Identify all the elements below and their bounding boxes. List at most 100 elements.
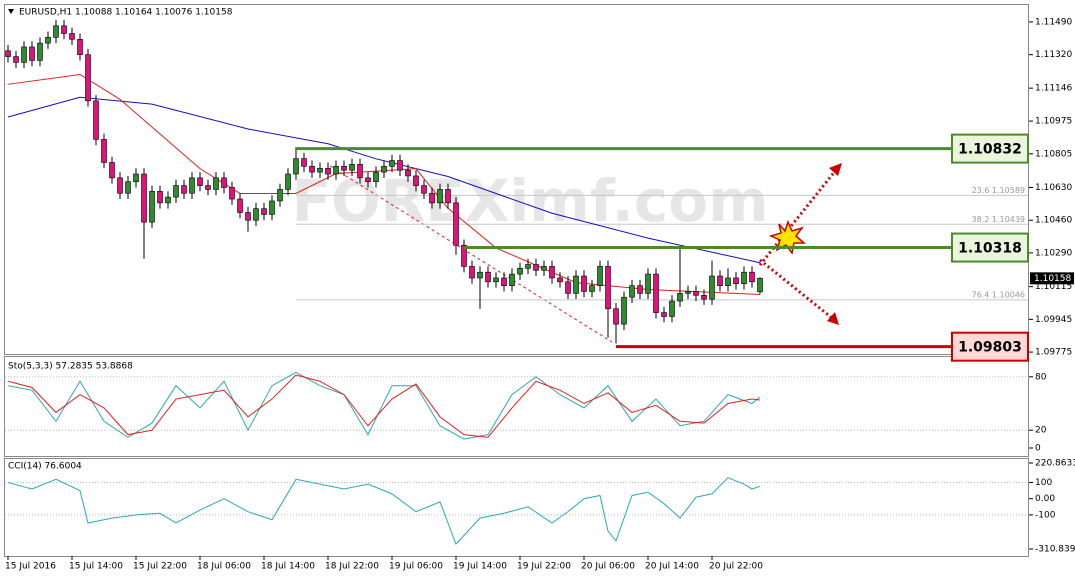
- y-tick-label: 1.11320: [1035, 50, 1072, 60]
- candle-body: [445, 189, 451, 204]
- y-tick-label: 1.10630: [1035, 183, 1072, 193]
- candle-body: [613, 308, 619, 325]
- candle-body: [93, 100, 99, 140]
- candle-body: [517, 268, 523, 275]
- candle-body: [53, 25, 59, 38]
- candle-body: [237, 198, 243, 213]
- x-tick-label: 19 Jul 14:00: [453, 562, 507, 572]
- fib-label: 76.4 1.10046: [972, 290, 1025, 299]
- stoch-panel: [4, 356, 1029, 457]
- up-arrow: [758, 169, 838, 266]
- x-tick-label: 18 Jul 22:00: [325, 562, 379, 572]
- candle-body: [125, 181, 131, 194]
- y-tick-label: 0: [1035, 444, 1041, 454]
- candle-body: [213, 177, 219, 190]
- candle-body: [101, 139, 107, 163]
- candle-body: [13, 56, 19, 63]
- y-tick-label: 1.10975: [1035, 117, 1072, 127]
- down-arrowhead: [827, 312, 839, 325]
- indicator-title: CCI(14) 76.6004: [8, 462, 82, 472]
- x-tick-label: 15 Jul 2016: [5, 562, 56, 572]
- candle-body: [301, 158, 307, 167]
- candle-body: [165, 196, 171, 204]
- y-tick-label: -310.8394: [1035, 545, 1075, 555]
- y-tick-label: 100: [1035, 478, 1052, 488]
- candle-body: [685, 291, 691, 294]
- cci-panel: [4, 458, 1029, 557]
- candle-body: [85, 54, 91, 102]
- candle-body: [733, 277, 739, 285]
- candle-body: [117, 177, 123, 194]
- candle-body: [597, 266, 603, 286]
- candle-body: [197, 177, 203, 186]
- last-price-label: 1.10158: [1034, 274, 1071, 284]
- candle-body: [5, 50, 11, 57]
- candle-body: [533, 264, 539, 271]
- y-tick-label: 1.10290: [1035, 248, 1072, 258]
- candle-body: [669, 300, 675, 317]
- candle-body: [373, 171, 379, 183]
- candle-body: [477, 271, 483, 279]
- candle-body: [205, 185, 211, 190]
- candle-body: [757, 278, 763, 293]
- indicator-line: [7, 477, 761, 545]
- indicator-line: [7, 371, 761, 440]
- candle-body: [293, 158, 299, 175]
- menu-triangle: [8, 9, 14, 14]
- y-tick-label: 1.11146: [1035, 84, 1072, 94]
- candle-body: [189, 177, 195, 194]
- candle-body: [717, 275, 723, 286]
- x-tick-label: 20 Jul 22:00: [709, 562, 763, 572]
- candle-body: [381, 166, 387, 173]
- candle-body: [693, 291, 699, 296]
- candle-body: [509, 273, 515, 286]
- candle-body: [389, 160, 395, 167]
- level-label: 1.10832: [958, 142, 1022, 158]
- level-box: [951, 232, 1029, 263]
- candle-body: [149, 191, 155, 223]
- candle-body: [653, 273, 659, 313]
- y-tick-label: 1.10805: [1035, 149, 1072, 159]
- y-tick-label: 1.11490: [1035, 17, 1072, 27]
- candle-body: [261, 208, 267, 215]
- candle-body: [21, 46, 27, 63]
- candle-body: [333, 166, 339, 175]
- candle-body: [397, 160, 403, 171]
- y-tick-label: 1.10115: [1035, 282, 1072, 292]
- candle-body: [621, 296, 627, 325]
- main-panel: [4, 4, 1029, 355]
- candle-body: [61, 25, 67, 34]
- candle-body: [365, 177, 371, 183]
- candle-body: [341, 166, 347, 171]
- candle-body: [157, 191, 163, 204]
- chart-header: EURUSD,H1 1.10088 1.10164 1.10076 1.1015…: [19, 8, 233, 18]
- level-label: 1.09803: [958, 340, 1022, 356]
- y-tick-label: 1.09945: [1035, 315, 1072, 325]
- x-tick-label: 20 Jul 14:00: [645, 562, 699, 572]
- candle-body: [413, 175, 419, 186]
- candle-body: [253, 208, 259, 221]
- candle-body: [501, 277, 507, 286]
- candle-body: [133, 173, 139, 183]
- candle-body: [357, 164, 363, 179]
- candle-body: [573, 275, 579, 294]
- candle-body: [749, 271, 755, 283]
- candle-body: [429, 192, 435, 204]
- indicator-title: Sto(5,3,3) 57.2835 53.8868: [8, 362, 133, 372]
- candle-body: [405, 169, 411, 177]
- level-label: 1.10318: [958, 241, 1022, 257]
- candle-body: [629, 285, 635, 298]
- x-tick-label: 19 Jul 22:00: [517, 562, 571, 572]
- candle-body: [525, 264, 531, 269]
- candle-body: [221, 177, 227, 188]
- candle-body: [277, 189, 283, 202]
- candle-body: [45, 37, 51, 44]
- candle-body: [37, 42, 43, 61]
- candle-body: [181, 185, 187, 194]
- last-price-tag: [1030, 272, 1074, 285]
- candle-body: [349, 164, 355, 171]
- up-arrowhead: [829, 163, 842, 176]
- candle-body: [29, 46, 35, 61]
- y-tick-label: 1.09775: [1035, 348, 1072, 358]
